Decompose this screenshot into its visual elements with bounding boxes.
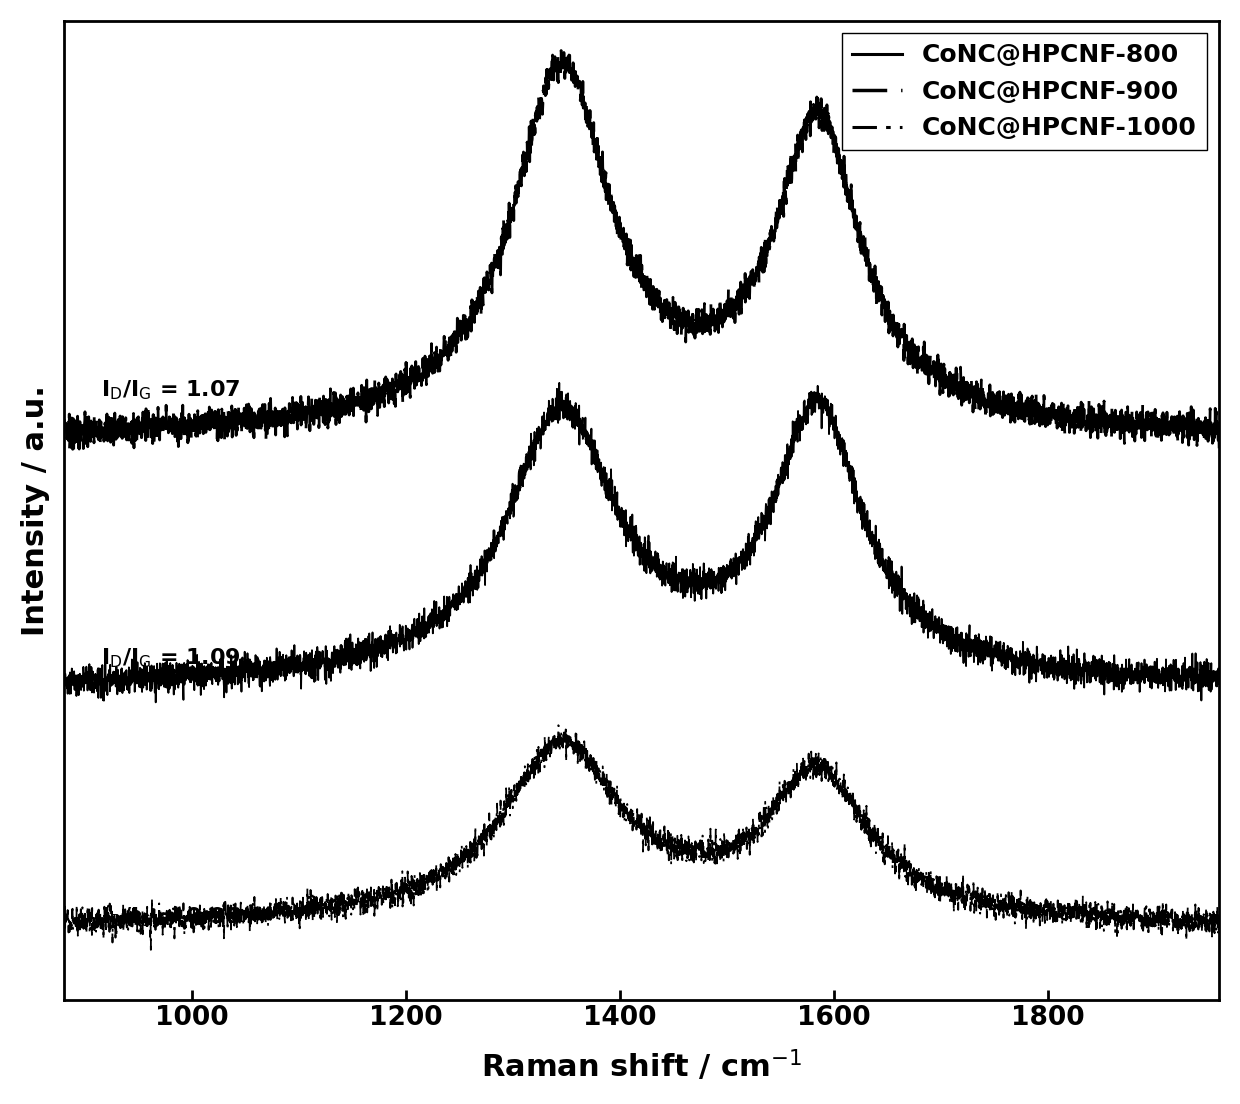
- Legend: CoNC@HPCNF-800, CoNC@HPCNF-900, CoNC@HPCNF-1000: CoNC@HPCNF-800, CoNC@HPCNF-900, CoNC@HPC…: [842, 33, 1207, 150]
- Text: I$_\mathrm{D}$/I$_\mathrm{G}$ = 0.96: I$_\mathrm{D}$/I$_\mathrm{G}$ = 0.96: [102, 905, 242, 928]
- X-axis label: Raman shift / cm$^{-1}$: Raman shift / cm$^{-1}$: [481, 1048, 802, 1083]
- Y-axis label: Intensity / a.u.: Intensity / a.u.: [21, 385, 50, 636]
- Text: I$_\mathrm{D}$/I$_\mathrm{G}$ = 1.07: I$_\mathrm{D}$/I$_\mathrm{G}$ = 1.07: [102, 379, 241, 402]
- Text: I$_\mathrm{D}$/I$_\mathrm{G}$ = 1.09: I$_\mathrm{D}$/I$_\mathrm{G}$ = 1.09: [102, 647, 241, 670]
